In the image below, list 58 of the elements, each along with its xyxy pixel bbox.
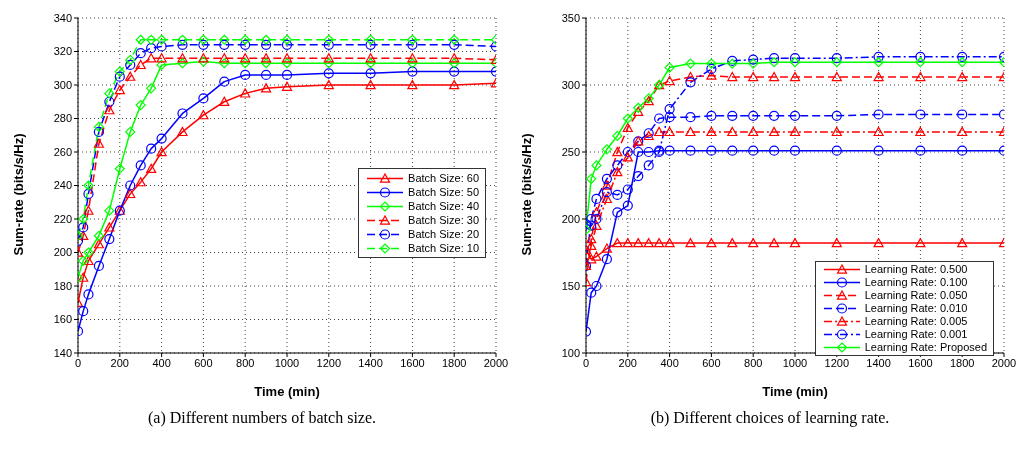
- x-tick-label: 600: [194, 356, 213, 369]
- x-tick-label: 200: [618, 356, 637, 369]
- x-tick-label: 2000: [991, 356, 1017, 369]
- y-tick-label: 280: [53, 112, 72, 125]
- y-tick-label: 250: [561, 145, 580, 158]
- y-tick-label: 180: [53, 279, 72, 292]
- x-tick-label: 1800: [949, 356, 975, 369]
- legend-label: Learning Rate: 0.010: [864, 302, 968, 315]
- legend-label: Learning Rate: 0.500: [864, 263, 968, 276]
- y-tick-label: 300: [561, 78, 580, 91]
- y-tick-label: 140: [53, 346, 72, 359]
- x-tick-label: 1400: [866, 356, 891, 369]
- x-tick-label: 1000: [782, 356, 808, 369]
- y-tick-label: 240: [53, 179, 72, 192]
- x-tick-label: 800: [744, 356, 763, 369]
- legend-label: Batch Size: 20: [408, 227, 479, 241]
- y-tick-label: 300: [53, 78, 72, 91]
- legend-label: Learning Rate: 0.005: [864, 315, 968, 328]
- x-axis-title: Time (min): [254, 384, 320, 399]
- x-tick-label: 2000: [483, 356, 509, 369]
- legend-label: Batch Size: 30: [408, 213, 479, 227]
- x-tick-label: 1000: [274, 356, 300, 369]
- legend-label: Learning Rate: 0.050: [864, 289, 968, 302]
- x-tick-label: 1200: [824, 356, 850, 369]
- legend-label: Batch Size: 40: [408, 199, 479, 213]
- x-tick-label: 200: [110, 356, 129, 369]
- x-tick-label: 0: [582, 356, 590, 369]
- legend-label: Learning Rate: Proposed: [864, 341, 987, 354]
- legend-label: Learning Rate: 0.001: [864, 328, 968, 341]
- x-tick-label: 400: [660, 356, 679, 369]
- y-tick-label: 200: [561, 212, 580, 225]
- y-tick-label: 340: [53, 11, 72, 24]
- text: (a) Different numbers of batch size.: [146, 409, 378, 427]
- y-tick-label: 160: [53, 313, 72, 326]
- y-tick-label: 350: [561, 11, 580, 24]
- x-tick-label: 1800: [441, 356, 467, 369]
- x-tick-label: 800: [236, 356, 255, 369]
- x-tick-label: 400: [152, 356, 171, 369]
- x-tick-label: 1400: [358, 356, 383, 369]
- y-axis-title: Sum-rate (bits/s/Hz): [10, 133, 26, 256]
- y-tick-label: 200: [53, 246, 72, 259]
- x-tick-label: 1600: [400, 356, 425, 369]
- y-tick-label: 150: [561, 279, 580, 292]
- legend-label: Batch Size: 50: [408, 185, 479, 199]
- y-tick-label: 260: [53, 145, 72, 158]
- y-axis-title: Sum-rate (bits/s/Hz): [518, 133, 534, 256]
- x-tick-label: 0: [74, 356, 82, 369]
- x-tick-label: 1200: [316, 356, 342, 369]
- legend-label: Learning Rate: 0.100: [864, 276, 968, 289]
- x-tick-label: 600: [702, 356, 721, 369]
- legend-label: Batch Size: 60: [408, 171, 479, 185]
- y-tick-label: 320: [53, 45, 72, 58]
- text: (b) Different choices of learning rate.: [649, 409, 891, 427]
- legend-label: Batch Size: 10: [408, 241, 479, 255]
- y-tick-label: 220: [53, 212, 72, 225]
- y-tick-label: 100: [561, 346, 580, 359]
- x-axis-title: Time (min): [762, 384, 828, 399]
- x-tick-label: 1600: [908, 356, 933, 369]
